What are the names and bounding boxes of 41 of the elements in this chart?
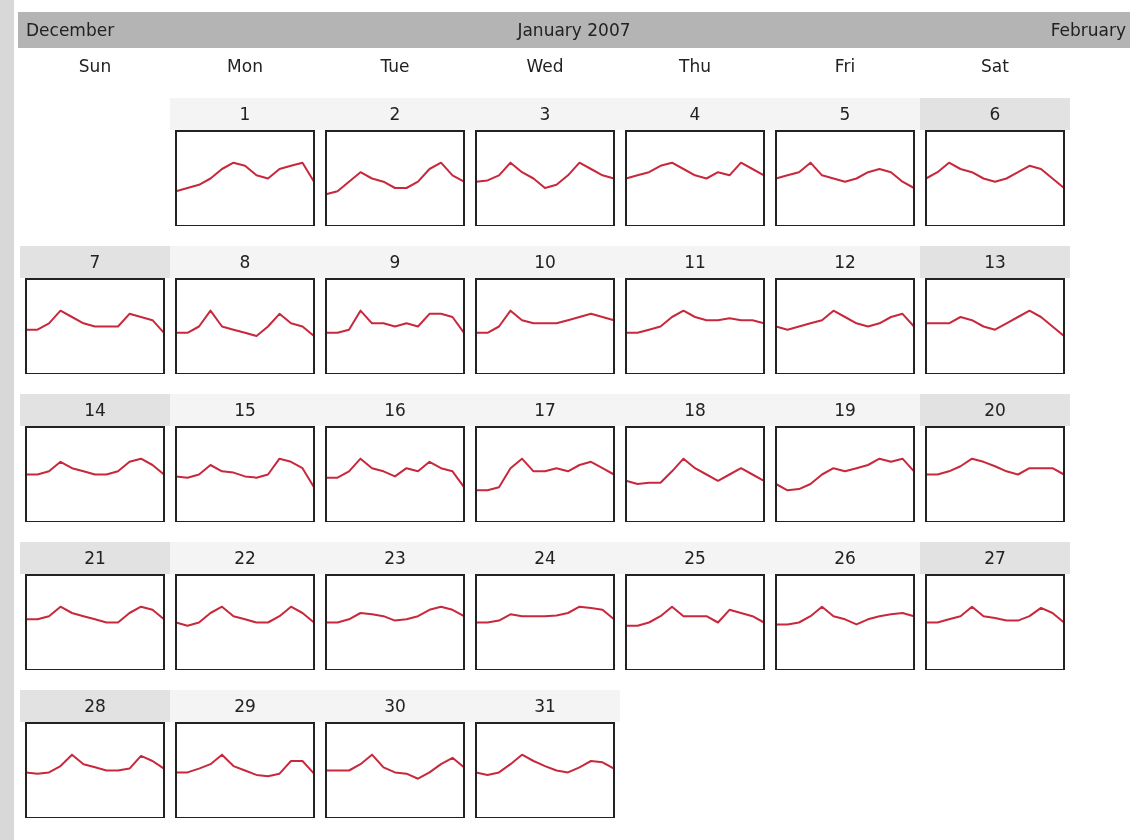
chart-title: 25 xyxy=(620,542,770,574)
chart-title: 12 xyxy=(770,246,920,278)
chart-title: 22 xyxy=(170,542,320,574)
chart-title: 4 xyxy=(620,98,770,130)
chart-title: 20 xyxy=(920,394,1070,426)
chart-title: 27 xyxy=(920,542,1070,574)
text: Sun xyxy=(77,56,113,76)
chart-title: 13 xyxy=(920,246,1070,278)
chart-title: 29 xyxy=(170,690,320,722)
text: February xyxy=(1050,20,1126,40)
chart-title: 8 xyxy=(170,246,320,278)
text: Wed xyxy=(525,56,565,76)
text: December xyxy=(26,20,115,40)
chart-title: 19 xyxy=(770,394,920,426)
chart-title: 30 xyxy=(320,690,470,722)
chart-title: 2 xyxy=(320,98,470,130)
text: January 2007 xyxy=(517,20,631,40)
chart-title: 7 xyxy=(20,246,170,278)
text: Sat xyxy=(980,56,1010,76)
text: Thu xyxy=(678,56,712,76)
chart-title: 14 xyxy=(20,394,170,426)
text: Fri xyxy=(833,56,857,76)
chart-title: 18 xyxy=(620,394,770,426)
chart-title: 10 xyxy=(470,246,620,278)
text: Mon xyxy=(226,56,264,76)
chart-title: 24 xyxy=(470,542,620,574)
chart-title: 6 xyxy=(920,98,1070,130)
chart-title: 9 xyxy=(320,246,470,278)
chart-title: 26 xyxy=(770,542,920,574)
chart-title: 16 xyxy=(320,394,470,426)
chart-title: 28 xyxy=(20,690,170,722)
chart-title: 3 xyxy=(470,98,620,130)
chart-title: 23 xyxy=(320,542,470,574)
chart-title: 31 xyxy=(470,690,620,722)
chart-title: 5 xyxy=(770,98,920,130)
chart-title: 1 xyxy=(170,98,320,130)
chart-title: 21 xyxy=(20,542,170,574)
chart-title: 17 xyxy=(470,394,620,426)
text: Tue xyxy=(379,56,411,76)
chart-title: 15 xyxy=(170,394,320,426)
chart-title: 11 xyxy=(620,246,770,278)
